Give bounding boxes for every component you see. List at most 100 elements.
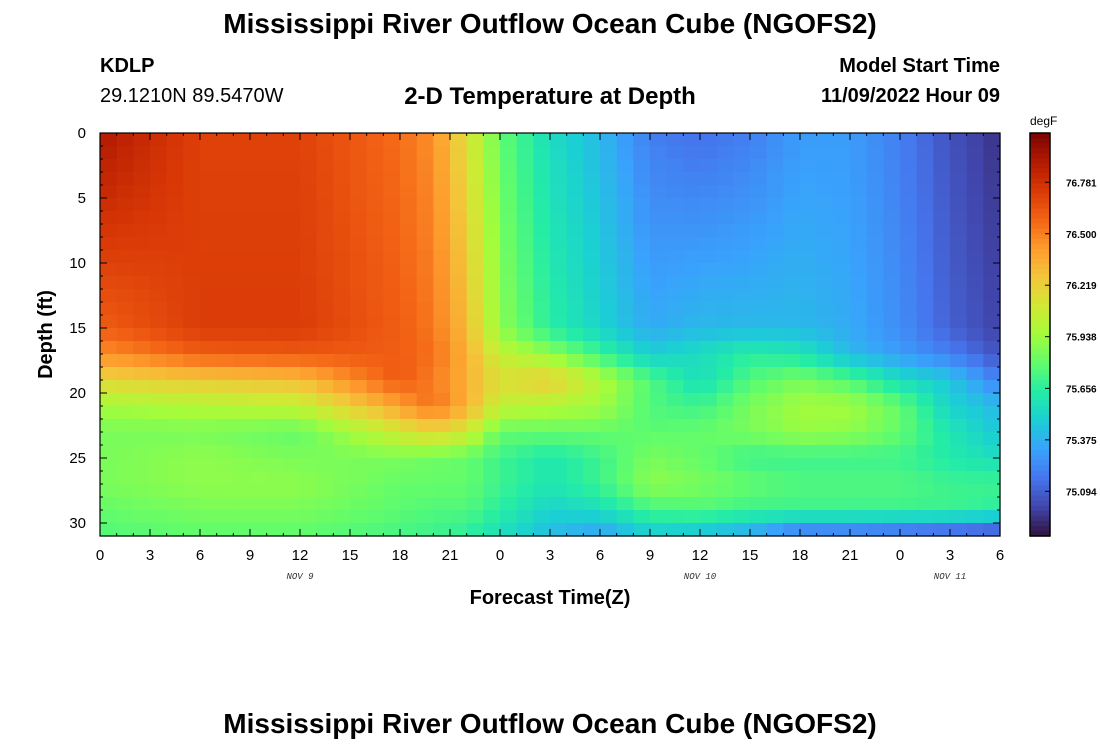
heatmap-cell [316,211,334,225]
heatmap-cell [366,406,384,420]
heatmap-cell [650,263,668,277]
heatmap-cell [366,198,384,212]
heatmap-cell [700,133,718,147]
heatmap-cell [583,263,601,277]
heatmap-cell [150,393,168,407]
heatmap-cell [400,445,418,459]
heatmap-cell [766,484,784,498]
heatmap-cell [216,432,234,446]
heatmap-cell [816,497,834,511]
heatmap-cell [333,224,351,238]
heatmap-cell [250,302,268,316]
heatmap-cell [650,146,668,160]
heatmap-cell [983,354,1001,368]
heatmap-cell [500,133,518,147]
heatmap-cell [583,497,601,511]
heatmap-cell [450,328,468,342]
colorbar-segment [1030,178,1050,184]
heatmap-cell [183,276,201,290]
heatmap-cell [200,315,218,329]
heatmap-cell [666,406,684,420]
heatmap-cell [316,224,334,238]
heatmap-cell [616,159,634,173]
heatmap-cell [300,510,318,524]
heatmap-cell [666,159,684,173]
heatmap-cell [833,432,851,446]
heatmap-cell [483,224,501,238]
heatmap-cell [266,211,284,225]
heatmap-cell [550,198,568,212]
heatmap-cell [150,497,168,511]
heatmap-cell [216,497,234,511]
y-axis-title: Depth (ft) [35,290,57,379]
heatmap-cell [700,341,718,355]
heatmap-cell [600,406,618,420]
heatmap-cell [983,367,1001,381]
heatmap-cell [283,471,301,485]
colorbar-segment [1030,203,1050,210]
heatmap-cell [633,172,651,186]
heatmap-cell [966,471,984,485]
heatmap-cell [933,224,951,238]
heatmap-cell [833,393,851,407]
heatmap-cell [233,263,251,277]
heatmap-cell [100,289,118,303]
heatmap-cell [750,198,768,212]
heatmap-cell [166,198,184,212]
heatmap-cell [266,458,284,472]
colorbar-segment [1030,223,1050,230]
heatmap-cell [983,159,1001,173]
heatmap-cell [316,354,334,368]
heatmap-cell [400,432,418,446]
heatmap-cell [583,484,601,498]
colorbar-segment [1030,309,1050,315]
heatmap-cell [966,146,984,160]
heatmap-cell [116,211,134,225]
heatmap-cell [183,133,201,147]
heatmap-cell [733,211,751,225]
heatmap-cell [250,276,268,290]
heatmap-cell [150,523,168,537]
heatmap-cell [700,328,718,342]
heatmap-cell [466,393,484,407]
heatmap-cell [166,432,184,446]
model-start-label: Model Start Time [839,55,1000,77]
heatmap-cell [233,211,251,225]
heatmap-cell [400,250,418,264]
heatmap-cell [933,250,951,264]
heatmap-cell [933,341,951,355]
heatmap-cell [366,328,384,342]
heatmap-cell [316,471,334,485]
heatmap-cell [383,432,401,446]
heatmap-cell [133,211,151,225]
heatmap-cell [783,276,801,290]
heatmap-cell [266,419,284,433]
heatmap-cell [700,419,718,433]
heatmap-cell [433,302,451,316]
heatmap-cell [483,198,501,212]
heatmap-cell [966,250,984,264]
heatmap-cell [883,510,901,524]
heatmap-cell [150,250,168,264]
heatmap-cell [900,419,918,433]
heatmap-cell [166,185,184,199]
heatmap-cell [566,133,584,147]
heatmap-cell [733,419,751,433]
colorbar-label: 75.938 [1066,333,1097,344]
heatmap-cell [483,302,501,316]
heatmap-cell [750,419,768,433]
heatmap-cell [233,198,251,212]
heatmap-cell [216,367,234,381]
colorbar-segment [1030,500,1050,507]
heatmap-cell [683,367,701,381]
heatmap-cell [466,380,484,394]
heatmap-cell [600,276,618,290]
heatmap-cell [500,471,518,485]
heatmap-cell [833,198,851,212]
heatmap-cell [983,315,1001,329]
heatmap-cell [800,380,818,394]
heatmap-cell [250,471,268,485]
heatmap-cell [866,172,884,186]
heatmap-cell [166,341,184,355]
